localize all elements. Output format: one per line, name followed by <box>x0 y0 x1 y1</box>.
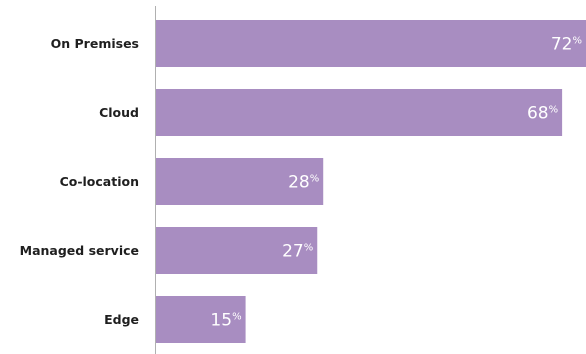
value-label-on-premises: 72% <box>551 35 582 55</box>
value-label-co-location: 28% <box>288 173 319 193</box>
value-label-managed-service: 27% <box>282 242 313 262</box>
bars-group <box>156 20 586 343</box>
category-labels-group: On Premises Cloud Co-location Managed servi… <box>20 36 139 327</box>
bar-on-premises <box>156 20 586 67</box>
category-label-edge: Edge <box>104 312 139 327</box>
value-label-cloud: 68% <box>527 104 558 124</box>
value-labels-group: 72% 68% 28% 27% 15% <box>210 35 582 331</box>
bar-edge <box>156 296 246 343</box>
category-label-cloud: Cloud <box>99 105 139 120</box>
bar-cloud <box>156 89 563 136</box>
category-label-managed-service: Managed service <box>20 243 139 258</box>
value-label-edge: 15% <box>210 311 241 331</box>
category-label-co-location: Co-location <box>60 174 139 189</box>
bar-managed-service <box>156 227 318 274</box>
bar-co-location <box>156 158 324 205</box>
category-label-on-premises: On Premises <box>51 36 139 51</box>
